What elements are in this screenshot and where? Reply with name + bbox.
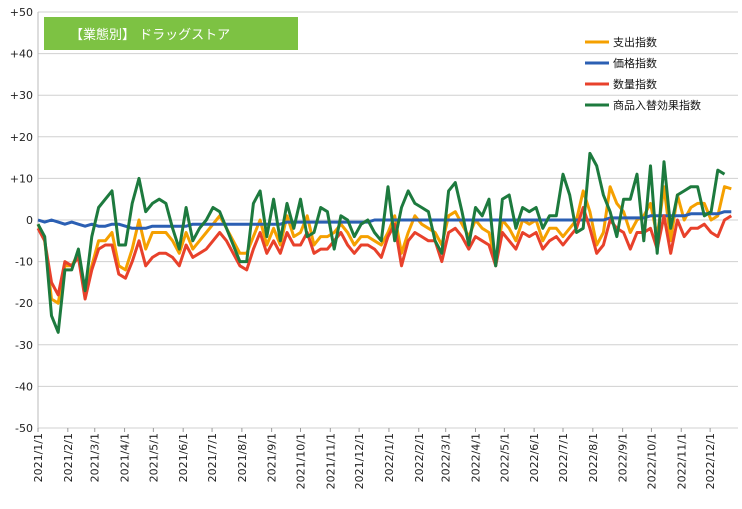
x-tick-label: 2021/11/1 bbox=[324, 433, 337, 489]
x-tick-label: 2022/6/1 bbox=[528, 433, 541, 482]
x-tick-label: 2022/11/1 bbox=[675, 433, 688, 489]
y-tick-label: -10 bbox=[15, 256, 33, 269]
legend-entry-1: 価格指数 bbox=[613, 56, 657, 70]
x-tick-label: 2022/9/1 bbox=[617, 433, 630, 482]
x-axis: 2021/1/1 2021/2/1 2021/3/1 2021/4/1 2021/5/1… bbox=[32, 428, 717, 489]
y-tick-label: +30 bbox=[10, 89, 33, 102]
y-tick-label: +40 bbox=[10, 48, 33, 61]
x-tick-label: 2021/6/1 bbox=[177, 433, 190, 482]
series-line-3 bbox=[36, 151, 726, 334]
y-tick-label: -50 bbox=[15, 422, 33, 435]
x-tick-label: 2022/7/1 bbox=[557, 433, 570, 482]
x-tick-label: 2021/10/1 bbox=[295, 433, 308, 489]
x-tick-label: 2022/12/1 bbox=[704, 433, 717, 489]
chart-title-box: 【業態別】 ドラッグストア bbox=[44, 17, 298, 50]
x-tick-label: 2022/4/1 bbox=[470, 433, 483, 482]
x-tick-label: 2021/8/1 bbox=[236, 433, 249, 482]
x-tick-label: 2022/5/1 bbox=[498, 433, 511, 482]
x-tick-label: 2022/3/1 bbox=[440, 433, 453, 482]
x-tick-label: 2021/9/1 bbox=[266, 433, 279, 482]
series-lines bbox=[36, 151, 733, 334]
x-tick-label: 2022/2/1 bbox=[413, 433, 426, 482]
x-tick-label: 2021/2/1 bbox=[62, 433, 75, 482]
x-tick-label: 2022/1/1 bbox=[383, 433, 396, 482]
x-tick-label: 2021/5/1 bbox=[147, 433, 160, 482]
y-tick-label: +50 bbox=[10, 6, 33, 19]
legend-entry-2: 数量指数 bbox=[613, 77, 657, 91]
chart-title: 【業態別】 ドラッグストア bbox=[70, 27, 230, 43]
series-line-0 bbox=[36, 185, 732, 305]
x-tick-label: 2021/7/1 bbox=[206, 433, 219, 482]
x-tick-label: 2021/1/1 bbox=[32, 433, 45, 482]
y-tick-label: +20 bbox=[10, 131, 33, 144]
legend-entry-0: 支出指数 bbox=[613, 35, 657, 49]
y-tick-label: -20 bbox=[15, 297, 33, 310]
y-tick-label: -40 bbox=[15, 380, 33, 393]
x-tick-label: 2022/8/1 bbox=[587, 433, 600, 482]
x-tick-label: 2022/10/1 bbox=[645, 433, 658, 489]
legend-entry-3: 商品入替効果指数 bbox=[613, 98, 701, 112]
y-tick-label: -30 bbox=[15, 339, 33, 352]
x-tick-label: 2021/3/1 bbox=[89, 433, 102, 482]
y-axis: +50 +40 +30 +20 +10 0 -10 -20 -30 -40 -50 bbox=[10, 6, 39, 435]
y-tick-label: 0 bbox=[26, 214, 33, 227]
x-tick-label: 2021/12/1 bbox=[353, 433, 366, 489]
x-tick-label: 2021/4/1 bbox=[119, 433, 132, 482]
y-tick-label: +10 bbox=[10, 172, 33, 185]
